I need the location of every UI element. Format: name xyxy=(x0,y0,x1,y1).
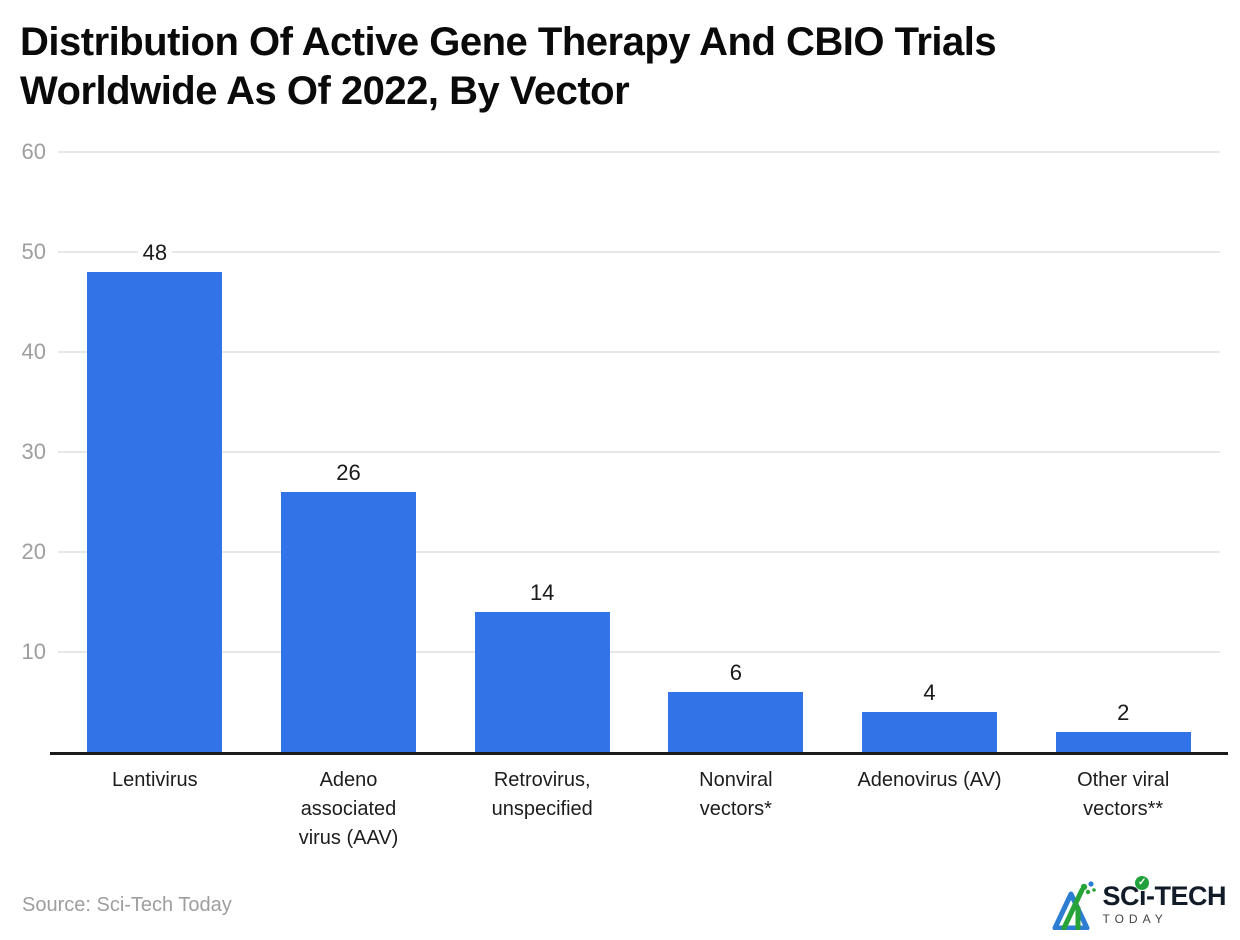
value-label: 26 xyxy=(331,460,366,486)
bar-adeno-associated-virus-aav xyxy=(281,492,416,752)
y-axis: 60 50 40 30 20 10 xyxy=(0,139,46,752)
x-axis-line xyxy=(50,752,1228,755)
bar-other-viral-vectors xyxy=(1055,732,1191,752)
brand-pre: SC xyxy=(1102,881,1139,911)
gridline-30 xyxy=(58,451,1220,453)
plot-area: 48 26 14 6 4 2 xyxy=(58,151,1220,752)
scitech-logo-brand: SCi ✓ -TECH xyxy=(1102,876,1227,911)
bar-band-3: 6 xyxy=(639,152,833,752)
bar-lentivirus xyxy=(87,272,223,752)
category-label: Adenovirus (AV) xyxy=(857,769,1002,791)
bar-band-2: 14 xyxy=(445,152,639,752)
bar-band-5: 2 xyxy=(1026,152,1220,752)
check-icon: ✓ xyxy=(1134,876,1149,890)
chart-title: Distribution Of Active Gene Therapy And … xyxy=(20,20,997,113)
y-tick-label-10: 10 xyxy=(21,639,46,664)
scitech-logo: SCi ✓ -TECH TODAY xyxy=(1051,876,1227,930)
y-tick-label-20: 20 xyxy=(21,539,46,564)
gridline-10 xyxy=(58,651,1220,653)
bar-band-4: 4 xyxy=(833,152,1027,752)
scitech-logo-text: SCi ✓ -TECH TODAY xyxy=(1102,876,1227,926)
gridline-40 xyxy=(58,351,1220,353)
scitech-logo-icon xyxy=(1052,881,1097,930)
bar-nonviral-vectors xyxy=(668,692,804,752)
category-label: Nonviral vectors* xyxy=(699,769,773,820)
y-tick-label-30: 30 xyxy=(21,439,46,464)
gridline-20 xyxy=(58,551,1220,553)
source-label: Source: Sci-Tech Today xyxy=(22,894,232,916)
bar-series: 48 26 14 6 4 2 xyxy=(58,152,1220,752)
category-label: Lentivirus xyxy=(112,769,198,791)
value-label: 14 xyxy=(524,580,560,606)
gridline-60 xyxy=(58,151,1220,153)
bar-adenovirus-av xyxy=(862,712,998,752)
bar-retrovirus-unspecified xyxy=(474,612,610,752)
y-tick-label-60: 60 xyxy=(21,139,46,164)
bar-band-0: 48 xyxy=(58,152,252,752)
value-label: 48 xyxy=(137,240,173,266)
y-tick-label-50: 50 xyxy=(21,239,46,264)
value-label: 4 xyxy=(918,680,941,706)
y-tick-label-40: 40 xyxy=(21,339,46,364)
brand-i: i xyxy=(1138,881,1147,911)
gridline-50 xyxy=(58,251,1220,253)
category-label: Other viral vectors** xyxy=(1077,769,1170,820)
scitech-logo-subtitle: TODAY xyxy=(1102,912,1168,926)
category-label: Adeno associated virus (AAV) xyxy=(298,769,399,849)
bar-band-1: 26 xyxy=(252,152,446,752)
x-axis-labels: Lentivirus Adeno associated virus (AAV) Re… xyxy=(58,766,1220,853)
brand-post: -TECH xyxy=(1146,881,1227,911)
value-label: 6 xyxy=(724,660,747,686)
value-label: 2 xyxy=(1112,700,1135,726)
category-label: Retrovirus, unspecified xyxy=(491,769,593,820)
